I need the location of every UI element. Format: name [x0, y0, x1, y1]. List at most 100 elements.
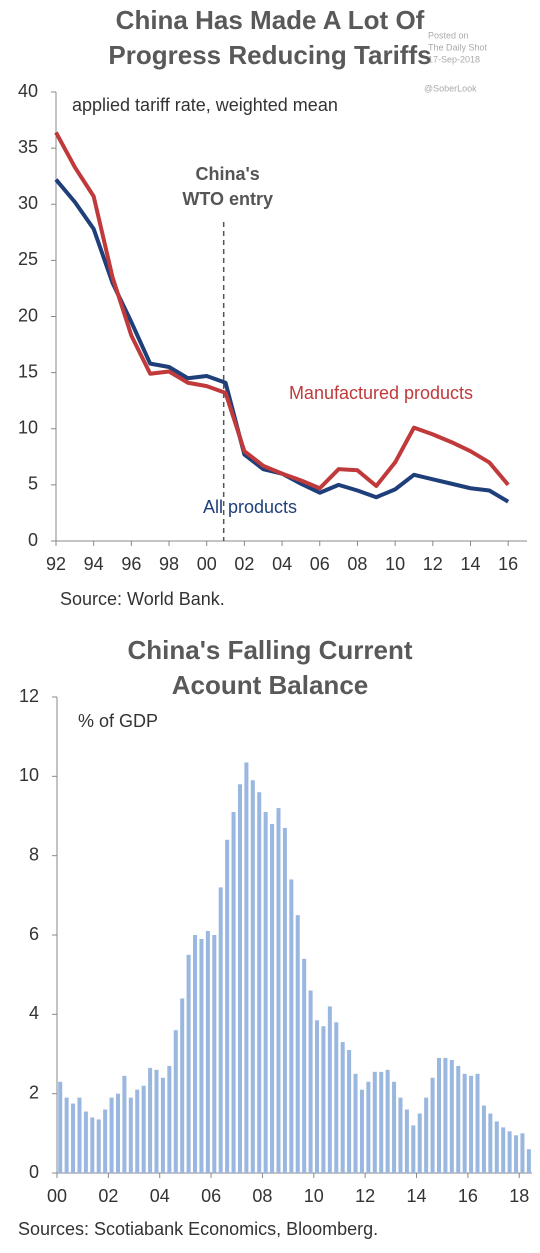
bar [167, 1065, 172, 1173]
bar [507, 1131, 512, 1173]
watermark: @SoberLook [424, 83, 477, 93]
watermark: The Daily Shot [428, 42, 488, 52]
bar [302, 958, 307, 1173]
bar [327, 1006, 332, 1173]
x-tick-label: 10 [304, 1186, 324, 1206]
x-tick-label: 94 [84, 554, 104, 574]
bar [109, 1097, 114, 1173]
y-tick-label: 5 [28, 474, 38, 494]
bar [398, 1097, 403, 1173]
x-tick-label: 96 [121, 554, 141, 574]
watermark: 17-Sep-2018 [428, 54, 480, 64]
bar [218, 887, 223, 1173]
bar [456, 1065, 461, 1173]
bar [186, 954, 191, 1173]
bar [205, 931, 210, 1173]
x-tick-label: 08 [252, 1186, 272, 1206]
bar [488, 1113, 493, 1173]
bar [154, 1069, 159, 1173]
bar [289, 879, 294, 1173]
y-tick-label: 40 [18, 81, 38, 101]
bar [77, 1097, 82, 1173]
chart-title: Progress Reducing Tariffs [108, 40, 431, 70]
y-tick-label: 0 [29, 1162, 39, 1182]
annotation: China's [196, 164, 260, 184]
bar [212, 935, 217, 1173]
x-tick-label: 02 [234, 554, 254, 574]
bar [160, 1077, 165, 1173]
bar [501, 1127, 506, 1173]
y-tick-label: 30 [18, 193, 38, 213]
y-tick-label: 35 [18, 137, 38, 157]
x-tick-label: 14 [460, 554, 480, 574]
bar [295, 915, 300, 1173]
bar [199, 938, 204, 1173]
bar [469, 1075, 474, 1173]
x-tick-label: 14 [407, 1186, 427, 1206]
bar [173, 1030, 178, 1173]
x-tick-label: 06 [310, 554, 330, 574]
y-tick-label: 2 [29, 1082, 39, 1102]
series-label: Manufactured products [289, 383, 473, 403]
bar [58, 1081, 63, 1173]
y-tick-label: 15 [18, 361, 38, 381]
y-tick-label: 4 [29, 1003, 39, 1023]
bar [148, 1067, 153, 1173]
y-tick-label: 6 [29, 924, 39, 944]
x-tick-label: 10 [385, 554, 405, 574]
x-tick-label: 00 [197, 554, 217, 574]
bar [430, 1077, 435, 1173]
bar [520, 1133, 525, 1173]
x-tick-label: 16 [498, 554, 518, 574]
subtitle: % of GDP [78, 711, 158, 731]
bar [270, 823, 275, 1173]
bar [494, 1121, 499, 1173]
bar [443, 1057, 448, 1173]
bar [122, 1075, 127, 1173]
bar [321, 1026, 326, 1173]
bar [244, 762, 249, 1173]
bar [514, 1135, 519, 1173]
y-tick-label: 10 [19, 765, 39, 785]
bar [392, 1081, 397, 1173]
bar [404, 1109, 409, 1173]
source: Sources: Scotiabank Economics, Bloomberg… [18, 1219, 378, 1239]
bar [128, 1097, 133, 1173]
bar [353, 1073, 358, 1173]
bar [141, 1085, 146, 1173]
bar [71, 1103, 76, 1173]
bar [481, 1105, 486, 1173]
bar [449, 1059, 454, 1173]
subtitle: applied tariff rate, weighted mean [72, 95, 338, 115]
series-line [54, 178, 510, 504]
bar [83, 1111, 88, 1173]
annotation: WTO entry [182, 189, 273, 209]
series-label: All products [203, 497, 297, 517]
bar [366, 1081, 371, 1173]
x-tick-label: 92 [46, 554, 66, 574]
bar [180, 998, 185, 1173]
bar [347, 1050, 352, 1173]
x-tick-label: 04 [150, 1186, 170, 1206]
bar [225, 839, 230, 1173]
bar [282, 827, 287, 1173]
bar [315, 1020, 320, 1173]
y-tick-label: 8 [29, 844, 39, 864]
x-tick-label: 02 [98, 1186, 118, 1206]
series-line [54, 131, 510, 491]
bar [372, 1071, 377, 1173]
bar [526, 1149, 531, 1173]
y-tick-label: 0 [28, 530, 38, 550]
bar [385, 1069, 390, 1173]
bar [462, 1073, 467, 1173]
x-tick-label: 04 [272, 554, 292, 574]
bar [193, 935, 198, 1173]
bar [115, 1093, 120, 1173]
chart-title: China's Falling Current [128, 635, 413, 665]
bar [257, 792, 262, 1173]
x-tick-label: 00 [47, 1186, 67, 1206]
bar [263, 812, 268, 1173]
bar [411, 1125, 416, 1173]
bar [334, 1022, 339, 1173]
